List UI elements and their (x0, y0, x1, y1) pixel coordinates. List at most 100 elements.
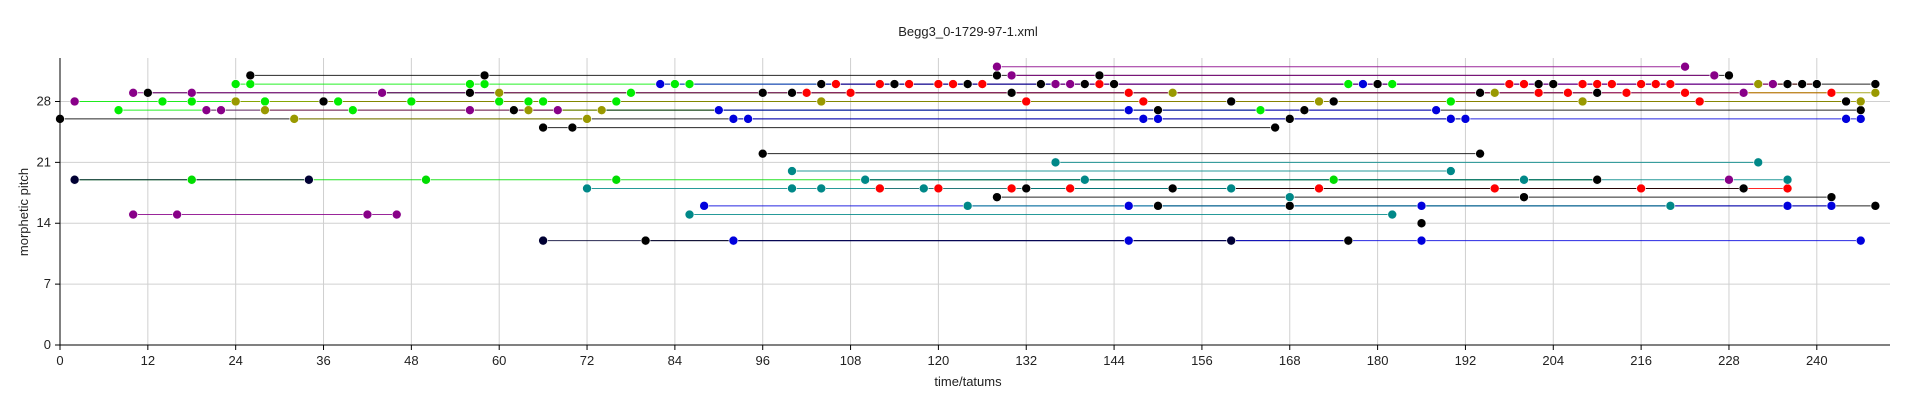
x-tick-label: 108 (840, 353, 862, 368)
data-point (845, 87, 856, 98)
x-tick-label: 96 (755, 353, 769, 368)
x-tick-label: 48 (404, 353, 418, 368)
data-point (1533, 79, 1544, 89)
x-tick-label: 204 (1542, 353, 1564, 368)
data-point (1489, 183, 1500, 194)
data-point (494, 96, 505, 107)
data-point (1226, 183, 1236, 194)
data-point (1680, 87, 1690, 98)
data-point (816, 96, 827, 107)
data-point (1226, 235, 1236, 246)
data-point (1665, 201, 1676, 211)
data-point (406, 96, 417, 107)
data-point (1167, 87, 1178, 98)
data-point (304, 174, 314, 185)
data-point (1123, 87, 1134, 98)
data-point (1328, 174, 1339, 185)
data-point (1753, 79, 1764, 89)
data-point (69, 96, 80, 107)
data-point (728, 114, 739, 124)
data-point (1592, 79, 1602, 89)
data-point (1372, 79, 1383, 89)
data-point (1826, 192, 1837, 202)
data-point (1636, 79, 1646, 89)
data-point (333, 96, 343, 107)
data-point (69, 174, 80, 185)
data-point (1109, 79, 1119, 89)
data-point (904, 79, 914, 89)
data-point (362, 209, 373, 220)
data-point (245, 79, 256, 89)
data-point (787, 87, 797, 98)
data-point (1153, 105, 1163, 115)
data-point (377, 87, 387, 98)
data-point (875, 79, 885, 89)
data-point (831, 79, 841, 89)
data-point (1870, 87, 1881, 98)
data-point (992, 70, 1002, 81)
data-point (860, 174, 871, 185)
data-point (933, 183, 944, 194)
data-point (1680, 61, 1690, 72)
data-point (1650, 79, 1661, 89)
data-point (889, 79, 900, 89)
data-point (1343, 79, 1354, 89)
data-point (1094, 79, 1105, 89)
data-point (1665, 79, 1676, 89)
data-point (465, 87, 475, 98)
x-tick-label: 168 (1279, 353, 1301, 368)
data-point (1826, 87, 1837, 98)
data-point (465, 105, 475, 115)
data-point (1592, 87, 1602, 98)
y-tick-label: 21 (37, 154, 51, 169)
data-point (1446, 96, 1456, 107)
data-point (801, 87, 812, 98)
data-point (1519, 174, 1529, 185)
data-point (1036, 79, 1046, 89)
data-point (596, 105, 607, 115)
data-point (1577, 79, 1588, 89)
data-point (1709, 70, 1720, 81)
data-point (1607, 79, 1617, 89)
x-tick-label: 60 (492, 353, 506, 368)
data-point (1475, 87, 1485, 98)
data-point (1519, 79, 1529, 89)
x-axis-label: time/tatums (934, 374, 1002, 389)
data-point (1123, 235, 1134, 246)
data-point (186, 96, 197, 107)
data-point (1797, 79, 1807, 89)
data-point (1855, 235, 1866, 246)
x-tick-label: 144 (1103, 353, 1125, 368)
data-point (1050, 157, 1061, 168)
data-point (1548, 79, 1559, 89)
data-point (684, 79, 695, 89)
data-point (787, 183, 797, 194)
data-point (1855, 96, 1866, 107)
data-point (201, 105, 212, 115)
x-tick-label: 216 (1630, 353, 1652, 368)
data-point (186, 174, 197, 185)
data-point (1284, 114, 1295, 124)
data-point (1328, 96, 1339, 107)
data-point (611, 96, 622, 107)
data-point (509, 105, 519, 115)
data-point (128, 209, 138, 220)
data-point (552, 105, 563, 115)
data-point (640, 235, 651, 246)
data-point (1167, 183, 1178, 194)
data-point (1284, 192, 1295, 202)
data-point (684, 209, 695, 220)
data-point (1138, 114, 1149, 124)
x-tick-label: 132 (1015, 353, 1037, 368)
data-point (1021, 96, 1032, 107)
data-point (1387, 79, 1398, 89)
data-point (186, 87, 197, 98)
data-point (1870, 201, 1881, 211)
data-point (1489, 87, 1500, 98)
data-point (1416, 218, 1427, 229)
axes (59, 58, 1890, 346)
data-point (1153, 114, 1163, 124)
data-point (1094, 70, 1105, 81)
data-point (1021, 183, 1032, 194)
data-point (1738, 87, 1749, 98)
